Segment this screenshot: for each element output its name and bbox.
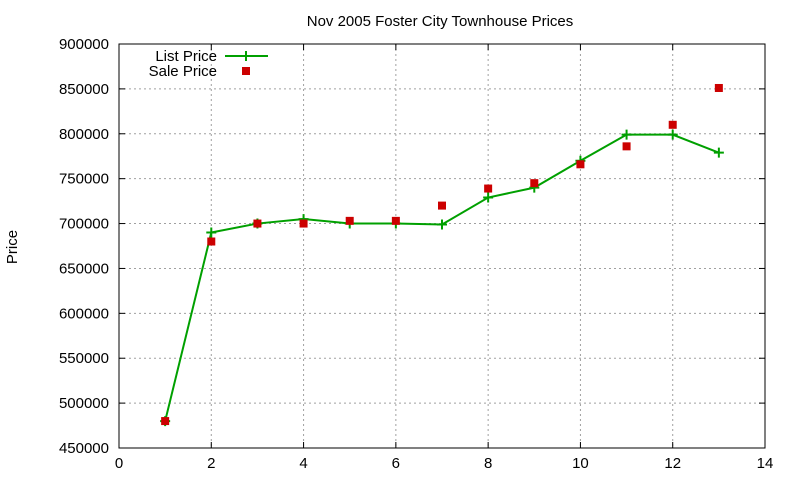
grid [119, 44, 765, 448]
data-point-square [484, 184, 493, 193]
x-tick-label: 14 [757, 455, 774, 472]
series-line [164, 133, 720, 422]
y-tick-label: 650000 [59, 260, 109, 277]
y-tick-label: 800000 [59, 126, 109, 143]
y-tick-label: 550000 [59, 350, 109, 367]
data-point-square [253, 219, 262, 228]
data-point-square [576, 160, 585, 169]
series-sale-price [161, 83, 723, 426]
y-tick-label: 450000 [59, 440, 109, 457]
data-point-square [391, 216, 400, 225]
y-tick-label: 500000 [59, 395, 109, 412]
plot-area [160, 83, 724, 427]
x-tick-label: 2 [207, 455, 215, 472]
y-tick-label: 700000 [59, 216, 109, 233]
data-point-plus [437, 219, 447, 230]
plot-frame [118, 43, 766, 449]
data-point-square [530, 179, 539, 188]
x-tick-label: 4 [299, 455, 307, 472]
x-tick-label: 10 [572, 455, 589, 472]
y-tick-label: 850000 [59, 81, 109, 98]
x-axis: 0 2 4 6 8 10 12 14 [115, 44, 774, 472]
data-point-square [299, 219, 308, 228]
legend-label: Sale Price [149, 63, 217, 80]
x-tick-label: 0 [115, 455, 123, 472]
y-axis-label: Price [4, 230, 21, 264]
x-tick-label: 6 [392, 455, 400, 472]
y-tick-label: 900000 [59, 36, 109, 53]
data-point-square [668, 120, 677, 129]
y-tick-label: 750000 [59, 171, 109, 188]
x-tick-label: 12 [664, 455, 681, 472]
x-tick-label: 8 [484, 455, 492, 472]
legend-plus-marker [241, 51, 251, 61]
data-point-plus [667, 129, 678, 140]
data-point-square [345, 216, 354, 225]
data-point-plus [621, 129, 632, 140]
data-point-square [207, 237, 216, 246]
data-point-plus [713, 147, 724, 158]
data-point-plus [206, 227, 217, 238]
data-point-plus [483, 192, 494, 203]
data-point-square [622, 142, 631, 151]
y-tick-label: 600000 [59, 305, 109, 322]
data-point-square [714, 83, 723, 92]
series-list-price [160, 129, 724, 427]
y-axis: 450000 500000 550000 600000 650000 700000 7500… [59, 36, 765, 457]
legend-label: List Price [155, 48, 217, 65]
data-point-square [438, 201, 446, 210]
data-point-square [161, 417, 170, 426]
chart-title: Nov 2005 Foster City Townhouse Prices [307, 13, 574, 30]
legend-square-marker [242, 67, 250, 75]
